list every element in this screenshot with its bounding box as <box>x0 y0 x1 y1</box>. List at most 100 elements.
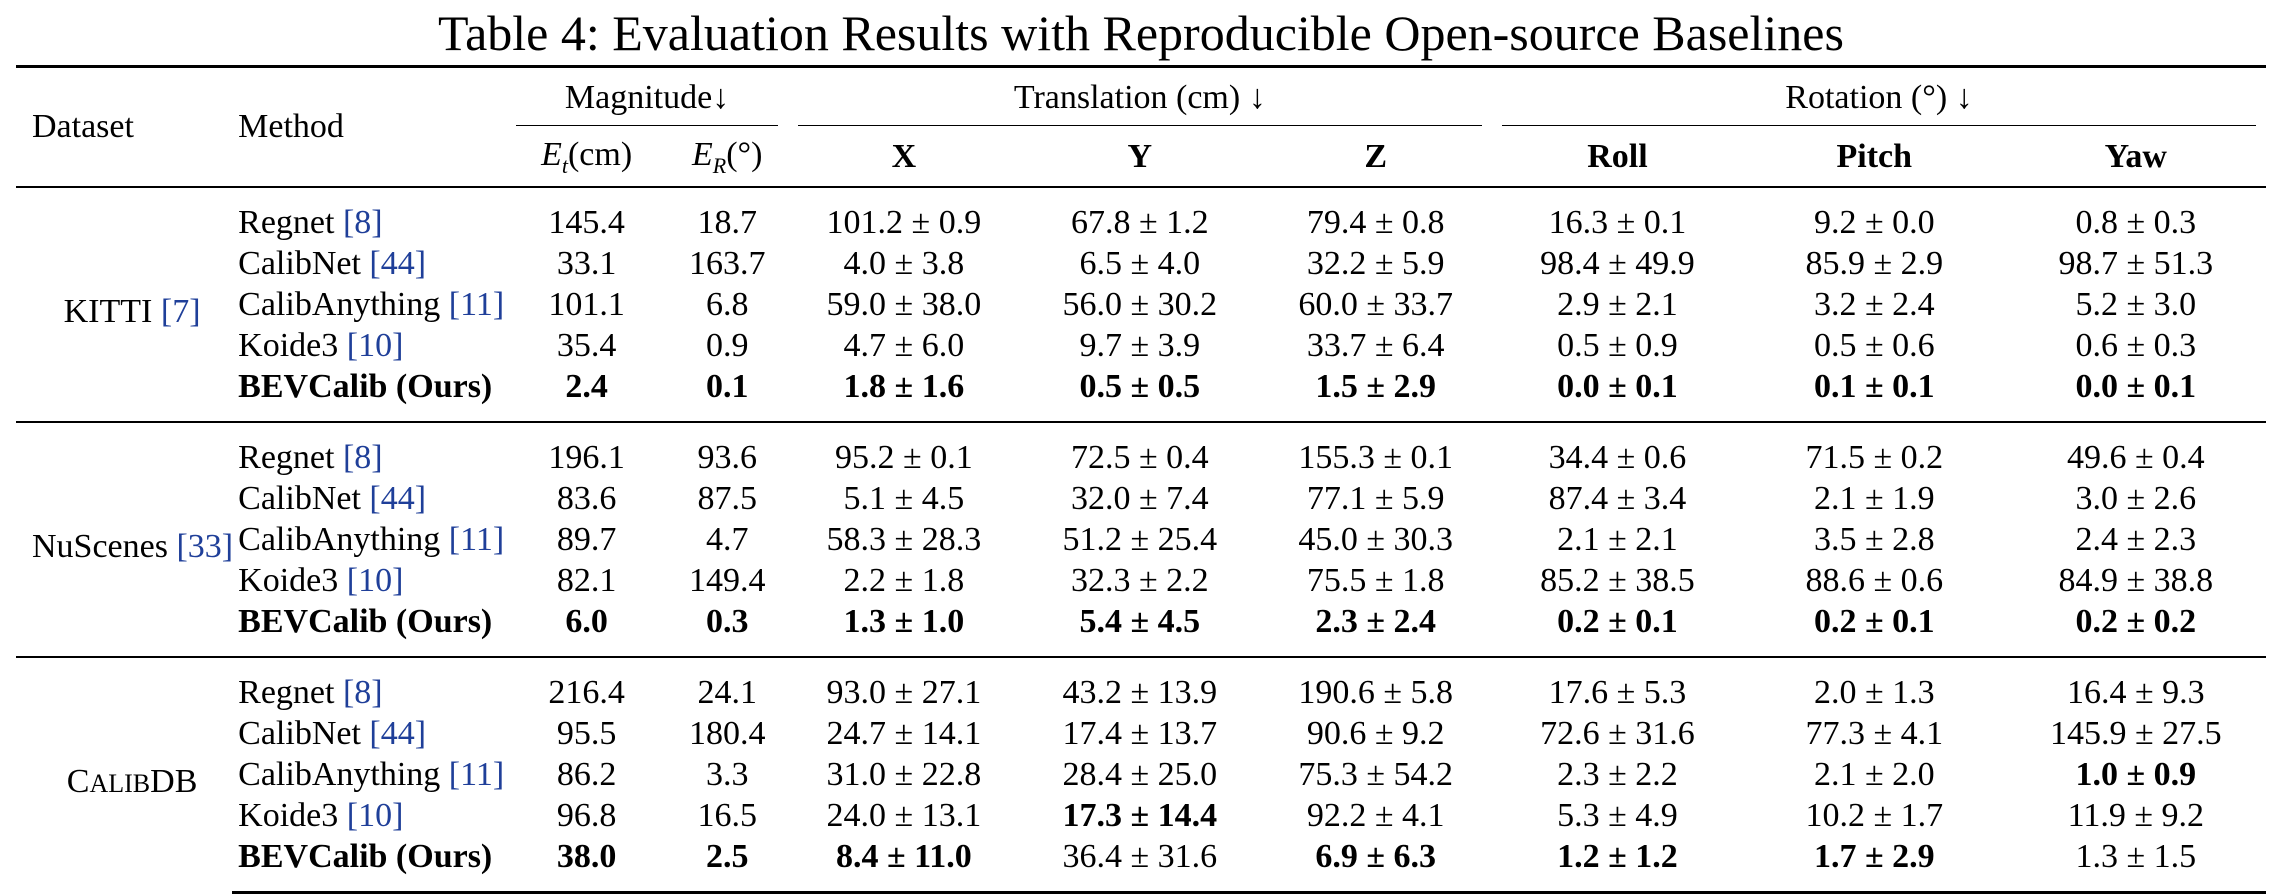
value-cell: 24.1 <box>666 656 788 713</box>
value-cell: 0.0 ± 0.1 <box>1557 368 1678 405</box>
method-cell: BEVCalib (Ours) <box>238 368 493 405</box>
value-cell: 1.0 ± 0.9 <box>2075 756 2197 793</box>
value-cell: 5.4 ± 4.5 <box>1079 603 1201 640</box>
er-header: ER(°) <box>691 135 763 178</box>
value-cell: 38.0 <box>506 836 667 894</box>
value-cell: 163.7 <box>688 245 766 282</box>
method-cell: BEVCalib (Ours) <box>232 836 507 894</box>
value-cell: 93.0 ± 27.1 <box>787 656 1021 713</box>
value-cell: 32.3 ± 2.2 <box>1070 562 1209 599</box>
table-body: KITTI [7] Regnet [8] 145.4 18.7 101.2 ± 0.9 6… <box>16 186 2266 894</box>
value-cell: 51.2 ± 25.4 <box>1062 521 1218 558</box>
value-cell: 149.4 <box>688 562 766 599</box>
dataset-cell: KITTI [7] <box>16 186 233 422</box>
value-cell: 0.5 ± 0.6 <box>1813 327 1935 364</box>
value-cell: 34.4 ± 0.6 <box>1491 421 1743 478</box>
value-cell: 60.0 ± 33.7 <box>1298 286 1454 323</box>
value-cell: 98.4 ± 49.9 <box>1540 245 1695 282</box>
table-row: CalibNet [44] 33.1 163.7 4.0 ± 3.8 6.5 ± 4.0… <box>16 243 2266 284</box>
value-cell: 0.1 ± 0.1 <box>1813 368 1935 405</box>
table-row: CalibNet [44] 83.6 87.5 5.1 ± 4.5 32.0 ± 7.4… <box>16 478 2266 519</box>
value-cell: 6.8 <box>705 286 749 323</box>
table-row: BEVCalib (Ours) 2.4 0.1 1.8 ± 1.6 0.5 ± 0.5 1… <box>16 366 2266 422</box>
value-cell: 1.3 ± 1.0 <box>843 603 965 640</box>
value-cell: 58.3 ± 28.3 <box>826 521 982 558</box>
value-cell: 72.5 ± 0.4 <box>1020 421 1260 478</box>
value-cell: 83.6 <box>556 480 617 517</box>
value-cell: 9.7 ± 3.9 <box>1079 327 1201 364</box>
value-cell: 33.1 <box>556 245 617 282</box>
value-cell: 24.7 ± 14.1 <box>826 715 982 752</box>
table-row: CALIBDB Regnet [8] 216.4 24.1 93.0 ± 27.1 43.… <box>16 656 2266 893</box>
value-cell: 216.4 <box>506 656 667 713</box>
value-cell: 17.4 ± 13.7 <box>1062 715 1218 752</box>
value-cell: 11.9 ± 9.2 <box>2067 797 2204 834</box>
value-cell: 196.1 <box>506 421 667 478</box>
value-cell: 155.3 ± 0.1 <box>1259 421 1492 478</box>
roll-header: Roll <box>1587 138 1648 175</box>
method-cell: CalibAnything [11] <box>238 756 505 793</box>
value-cell: 0.0 ± 0.1 <box>2075 368 2197 405</box>
value-cell: 9.2 ± 0.0 <box>1742 186 2006 243</box>
value-cell: 82.1 <box>556 562 617 599</box>
value-cell: 77.1 ± 5.9 <box>1306 480 1445 517</box>
value-cell: 8.4 ± 11.0 <box>787 836 1021 894</box>
header-row-2: Et(cm) ER(°) X Y Z Roll Pitch Yaw <box>16 128 2266 187</box>
value-cell: 3.2 ± 2.4 <box>1813 286 1935 323</box>
value-cell: 5.1 ± 4.5 <box>843 480 965 517</box>
value-cell: 2.2 ± 1.8 <box>843 562 965 599</box>
value-cell: 1.7 ± 2.9 <box>1742 836 2006 894</box>
value-cell: 28.4 ± 25.0 <box>1062 756 1218 793</box>
method-cell: Regnet [8] <box>232 186 507 243</box>
value-cell: 59.0 ± 38.0 <box>826 286 982 323</box>
value-cell: 2.3 ± 2.4 <box>1315 603 1437 640</box>
value-cell: 36.4 ± 31.6 <box>1020 836 1260 894</box>
value-cell: 3.0 ± 2.6 <box>2075 480 2197 517</box>
value-cell: 77.3 ± 4.1 <box>1805 715 1944 752</box>
method-cell: CalibNet [44] <box>238 245 427 282</box>
value-cell: 2.1 ± 2.1 <box>1557 521 1678 558</box>
value-cell: 17.6 ± 5.3 <box>1491 656 1743 713</box>
value-cell: 4.7 <box>705 521 749 558</box>
value-cell: 190.6 ± 5.8 <box>1259 656 1492 713</box>
value-cell: 6.9 ± 6.3 <box>1259 836 1492 894</box>
method-cell: Koide3 [10] <box>238 327 404 364</box>
value-cell: 0.6 ± 0.3 <box>2075 327 2197 364</box>
value-cell: 79.4 ± 0.8 <box>1259 186 1492 243</box>
value-cell: 6.0 <box>565 603 608 640</box>
value-cell: 93.6 <box>666 421 788 478</box>
value-cell: 0.2 ± 0.2 <box>2075 603 2197 640</box>
table-row: NuScenes [33] Regnet [8] 196.1 93.6 95.2 ± 0… <box>16 421 2266 657</box>
value-cell: 0.5 ± 0.5 <box>1079 368 1201 405</box>
dataset-cell: CALIBDB <box>16 656 233 893</box>
table-row: Koide3 [10] 82.1 149.4 2.2 ± 1.8 32.3 ± 2.2 7… <box>16 560 2266 601</box>
value-cell: 5.2 ± 3.0 <box>2075 286 2197 323</box>
pitch-header: Pitch <box>1836 138 1913 175</box>
table-row: CalibAnything [11] 89.7 4.7 58.3 ± 28.3 51.2… <box>16 519 2266 560</box>
table-row: BEVCalib (Ours) 38.0 2.5 8.4 ± 11.0 36.4 ± 3… <box>16 836 2266 894</box>
x-header: X <box>891 138 917 175</box>
value-cell: 0.8 ± 0.3 <box>2005 186 2266 243</box>
yaw-header: Yaw <box>2104 138 2167 175</box>
value-cell: 5.3 ± 4.9 <box>1557 797 1678 834</box>
value-cell: 10.2 ± 1.7 <box>1805 797 1944 834</box>
value-cell: 96.8 <box>556 797 617 834</box>
value-cell: 88.6 ± 0.6 <box>1805 562 1944 599</box>
value-cell: 0.9 <box>705 327 749 364</box>
value-cell: 1.5 ± 2.9 <box>1315 368 1437 405</box>
value-cell: 49.6 ± 0.4 <box>2005 421 2266 478</box>
value-cell: 1.8 ± 1.6 <box>843 368 965 405</box>
method-cell: Koide3 [10] <box>238 797 404 834</box>
value-cell: 2.9 ± 2.1 <box>1557 286 1678 323</box>
method-cell: Regnet [8] <box>232 421 507 478</box>
value-cell: 2.0 ± 1.3 <box>1742 656 2006 713</box>
value-cell: 1.3 ± 1.5 <box>2005 836 2266 894</box>
value-cell: 92.2 ± 4.1 <box>1306 797 1445 834</box>
value-cell: 95.2 ± 0.1 <box>787 421 1021 478</box>
value-cell: 17.3 ± 14.4 <box>1062 797 1218 834</box>
value-cell: 16.3 ± 0.1 <box>1491 186 1743 243</box>
value-cell: 0.1 <box>705 368 749 405</box>
translation-header: Translation (cm) ↓ <box>787 65 1492 128</box>
value-cell: 56.0 ± 30.2 <box>1062 286 1218 323</box>
table-row: CalibNet [44] 95.5 180.4 24.7 ± 14.1 17.4 ± … <box>16 713 2266 754</box>
